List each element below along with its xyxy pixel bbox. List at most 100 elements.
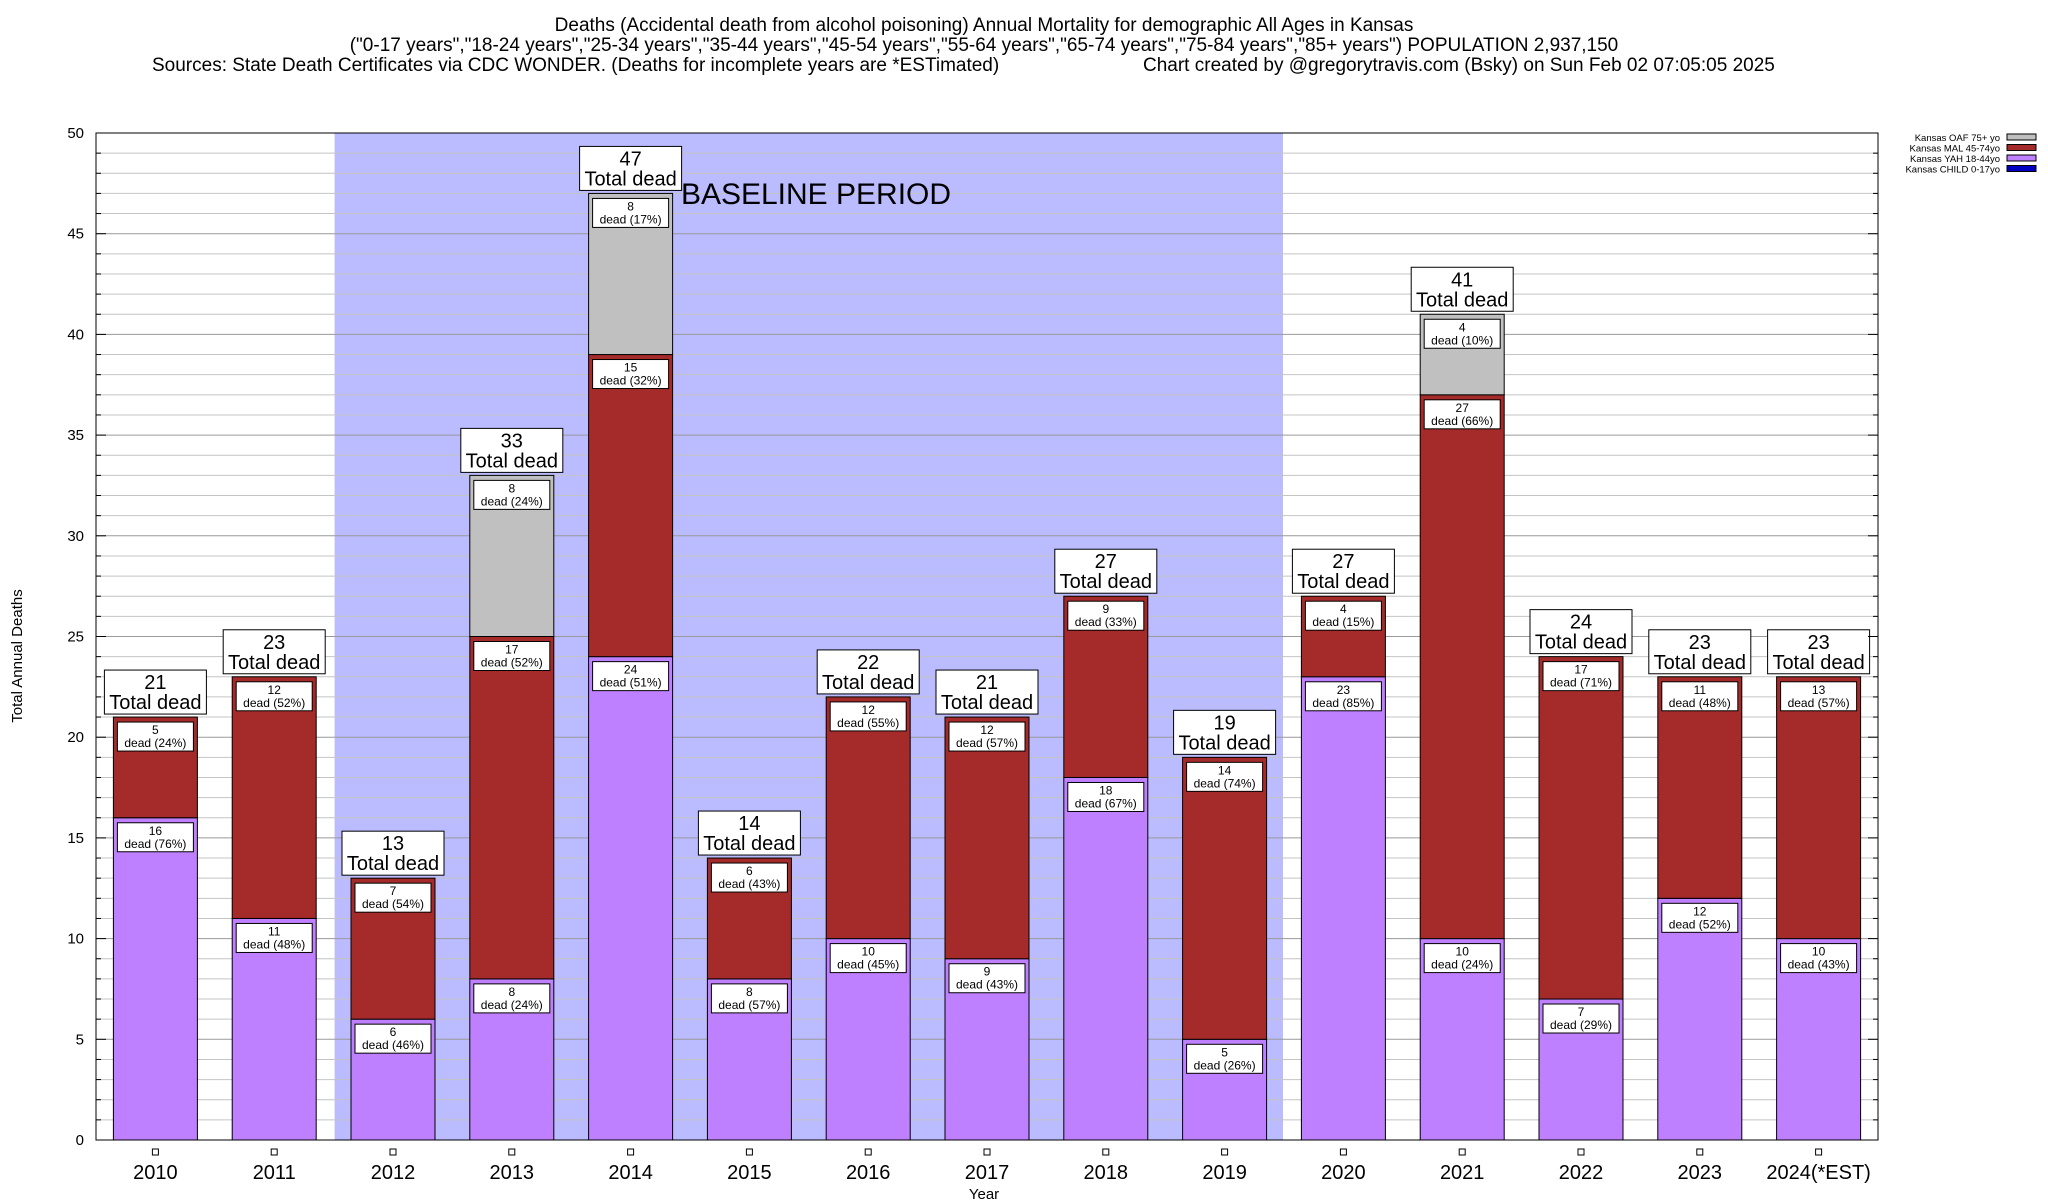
segment-label-box <box>354 1023 432 1054</box>
bar-segment <box>588 656 674 1141</box>
total-value-label: 33 <box>501 430 523 452</box>
total-label-box <box>1291 548 1395 594</box>
segment-percent-label: dead (52%) <box>1669 917 1731 931</box>
segment-percent-label: dead (29%) <box>1550 1018 1612 1032</box>
legend-swatch <box>2006 165 2037 172</box>
segment-value-label: 24 <box>624 663 638 677</box>
segment-percent-label: dead (32%) <box>600 374 662 388</box>
bar-segment <box>112 817 198 1141</box>
total-value-label: 23 <box>263 632 285 654</box>
segment-label-box <box>1780 943 1858 974</box>
total-caption-label: Total dead <box>109 692 201 714</box>
segment-label-box <box>354 882 432 913</box>
segment-percent-label: dead (46%) <box>362 1038 424 1052</box>
segment-percent-label: dead (55%) <box>837 716 899 730</box>
total-value-label: 23 <box>1689 632 1711 654</box>
x-tick-marker <box>1339 1148 1347 1156</box>
segment-label-box <box>473 641 551 671</box>
segment-label-box <box>235 922 313 953</box>
segment-value-label: 11 <box>1694 683 1707 697</box>
total-caption-label: Total dead <box>466 450 558 472</box>
bar-segment <box>1182 756 1268 1040</box>
bar-segment <box>588 354 674 658</box>
x-tick-label: 2022 <box>1559 1162 1604 1184</box>
x-tick-label: 2012 <box>371 1162 416 1184</box>
segment-label-box <box>116 822 194 853</box>
y-tick-label: 25 <box>67 629 84 646</box>
total-value-label: 47 <box>619 148 641 170</box>
x-tick-marker <box>627 1148 635 1156</box>
x-axis: 2010 2011 2012 2013 2014 2015 2016 2017 2018 2019… <box>133 1148 1871 1184</box>
segment-label-box <box>948 963 1026 994</box>
y-tick-label: 50 <box>67 125 84 142</box>
segment-percent-label: dead (54%) <box>362 897 424 911</box>
segment-label-box <box>473 983 551 1014</box>
segment-label-box <box>1661 681 1739 712</box>
y-tick-label: 5 <box>76 1031 84 1048</box>
segment-label-box <box>1067 781 1145 812</box>
total-label-box <box>1410 266 1514 312</box>
chart-credit: Chart created by @gregorytravis.com (Bsk… <box>1143 55 1775 76</box>
chart-title: Deaths (Accidental death from alcohol po… <box>555 15 1414 36</box>
segment-value-label: 6 <box>390 1025 397 1039</box>
segment-label-box <box>1304 681 1382 712</box>
x-tick-marker <box>1815 1148 1823 1156</box>
x-tick-label: 2015 <box>727 1162 772 1184</box>
y-tick-label: 15 <box>67 830 84 847</box>
segment-value-label: 4 <box>1340 602 1347 616</box>
segment-percent-label: dead (67%) <box>1075 796 1137 810</box>
segment-percent-label: dead (66%) <box>1431 414 1493 428</box>
segment-percent-label: dead (24%) <box>124 736 186 750</box>
segment-percent-label: dead (26%) <box>1194 1058 1256 1072</box>
x-tick-marker <box>745 1148 753 1156</box>
segment-label-box <box>710 862 788 893</box>
segment-value-label: 5 <box>1221 1045 1228 1059</box>
segment-label-box <box>235 681 313 712</box>
total-caption-label: Total dead <box>1178 732 1270 754</box>
segment-percent-label: dead (33%) <box>1075 615 1137 629</box>
total-label-box <box>1054 548 1158 594</box>
segment-label-box <box>1542 1003 1620 1034</box>
bar-segment <box>1419 394 1505 940</box>
segment-value-label: 8 <box>508 481 515 495</box>
segment-value-label: 10 <box>1812 945 1826 959</box>
total-caption-label: Total dead <box>703 833 795 855</box>
segment-value-label: 16 <box>149 824 163 838</box>
segment-label-box <box>829 701 907 732</box>
total-label-box <box>103 669 207 715</box>
total-label-box <box>341 830 445 876</box>
total-caption-label: Total dead <box>822 672 914 694</box>
total-value-label: 19 <box>1213 712 1235 734</box>
segment-percent-label: dead (43%) <box>1788 958 1850 972</box>
segment-label-box <box>1542 661 1620 692</box>
segment-label-box <box>948 721 1026 752</box>
x-tick-label: 2023 <box>1678 1162 1723 1184</box>
legend-swatch <box>2006 133 2037 141</box>
total-value-label: 21 <box>976 672 998 694</box>
segment-percent-label: dead (51%) <box>600 676 662 690</box>
y-tick-label: 0 <box>76 1132 84 1149</box>
bar-segment <box>231 676 317 919</box>
total-label-box <box>1767 629 1871 675</box>
segment-label-box <box>829 943 907 974</box>
total-caption-label: Total dead <box>228 652 320 674</box>
total-caption-label: Total dead <box>1535 632 1627 654</box>
total-label-box <box>935 669 1039 715</box>
x-tick-marker <box>270 1148 278 1156</box>
segment-percent-label: dead (48%) <box>1669 696 1731 710</box>
segment-value-label: 8 <box>627 199 634 213</box>
segment-percent-label: dead (17%) <box>600 212 662 226</box>
segment-label-box <box>710 983 788 1014</box>
segment-percent-label: dead (85%) <box>1312 696 1374 710</box>
bar-segment <box>469 636 555 980</box>
segment-label-box <box>1067 600 1145 631</box>
chart-subtitle: ("0-17 years","18-24 years","25-34 years… <box>350 35 1619 56</box>
total-value-label: 23 <box>1807 632 1829 654</box>
baseline-period-label: BASELINE PERIOD <box>681 178 951 211</box>
x-tick-label: 2019 <box>1202 1162 1247 1184</box>
segment-value-label: 17 <box>1574 663 1588 677</box>
total-label-box <box>222 629 326 675</box>
